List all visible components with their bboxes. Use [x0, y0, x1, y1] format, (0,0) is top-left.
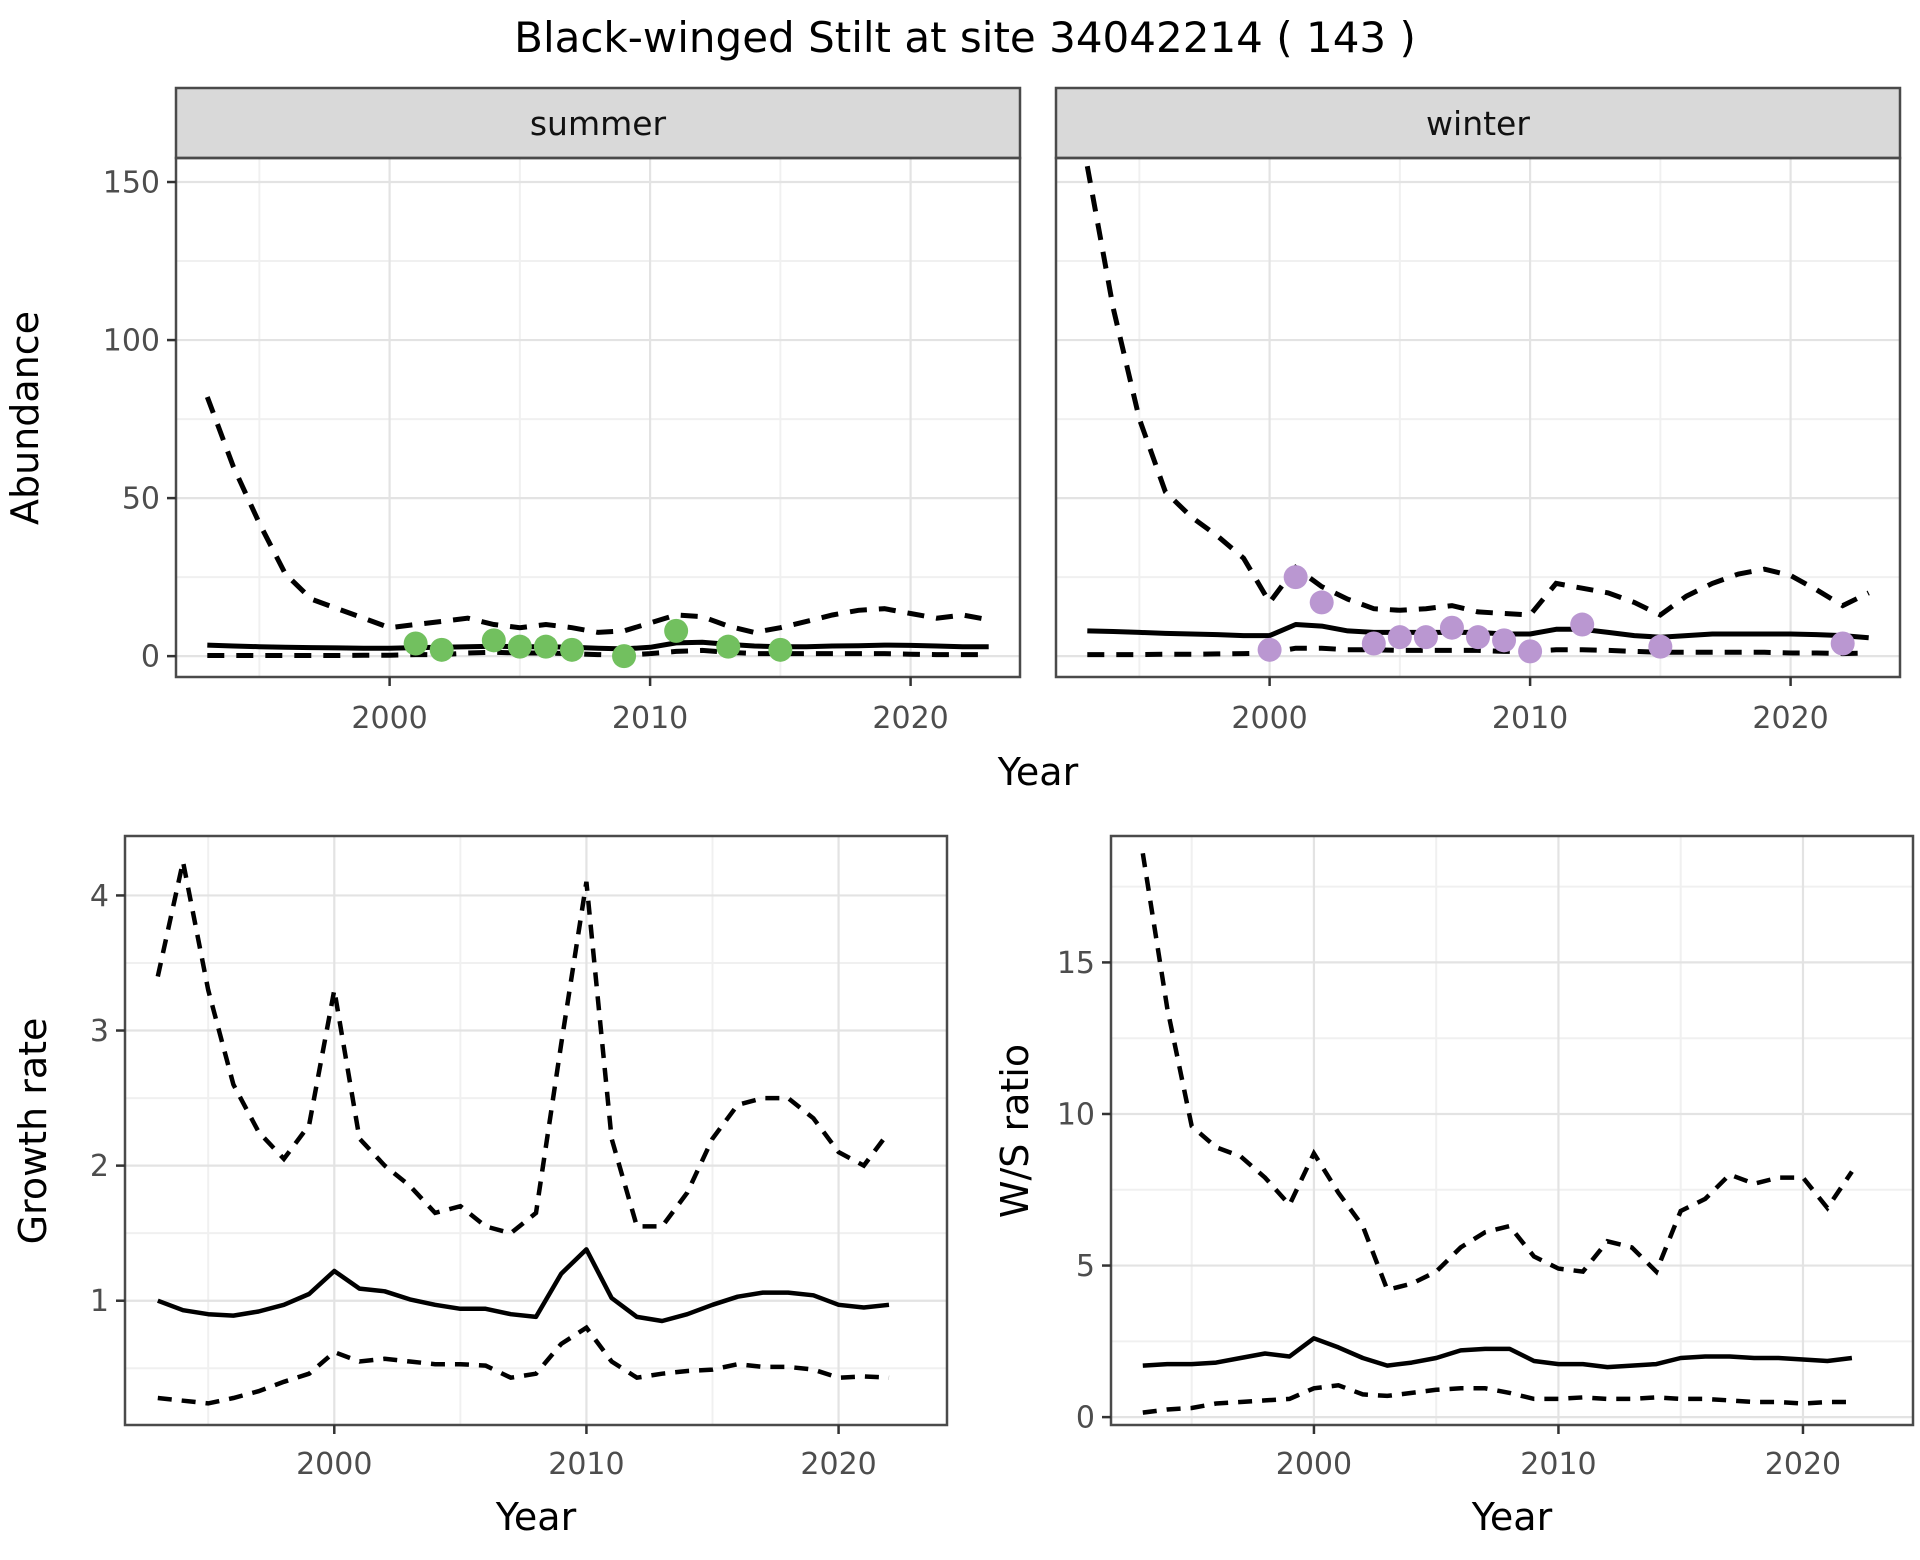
data-point-summer	[768, 637, 793, 662]
upper-ci-line	[1084, 165, 1870, 618]
panel-abundance-winter: 2000 2010 2020	[1054, 86, 1902, 736]
data-point-summer	[664, 618, 689, 643]
data-point-summer	[429, 637, 454, 662]
y-axis-title-ws-ratio: W/S ratio	[993, 1044, 1037, 1218]
data-point-summer	[716, 634, 741, 659]
data-point-winter	[1361, 631, 1386, 656]
x-tick-label: 2000	[296, 1447, 372, 1482]
data-point-winter	[1439, 615, 1464, 640]
data-point-summer	[403, 631, 428, 656]
points-summer	[403, 618, 793, 669]
data-point-summer	[533, 634, 558, 659]
x-tick-label: 2010	[1492, 701, 1568, 736]
data-point-winter	[1570, 612, 1595, 637]
median-line	[157, 1247, 890, 1324]
x-tick-label: 2000	[1231, 701, 1307, 736]
data-point-winter	[1413, 625, 1438, 650]
lower-ci-line	[1142, 1382, 1852, 1415]
y-tick-label: 0	[1076, 1401, 1095, 1436]
y-tick-label: 3	[90, 1014, 109, 1049]
x-tick-label: 2010	[612, 701, 688, 736]
data-point-winter	[1309, 590, 1334, 615]
data-point-winter	[1283, 565, 1308, 590]
panel-ws_ratio: 2000 2010 2020 0 5 10 15	[1057, 834, 1915, 1482]
y-tick-label: 50	[122, 482, 160, 517]
y-tick-label: 10	[1057, 1097, 1095, 1132]
x-axis-title-year-growth: Year	[495, 1495, 577, 1539]
y-axis-title-abundance: Abundance	[3, 311, 47, 525]
facet-strip-label-summer: summer	[530, 104, 667, 143]
x-tick-label: 2010	[1520, 1447, 1596, 1482]
y-tick-label: 100	[103, 324, 160, 359]
x-axis-title-year-ws: Year	[1471, 1495, 1553, 1539]
data-point-winter	[1466, 625, 1490, 650]
y-tick-label: 0	[141, 640, 160, 675]
data-point-summer	[507, 634, 532, 659]
upper-ci-line	[1140, 852, 1854, 1293]
y-tick-label: 5	[1076, 1249, 1095, 1284]
upper-ci-line	[204, 396, 990, 635]
lower-ci-line	[207, 647, 989, 658]
panel-background	[1111, 836, 1913, 1425]
y-tick-label: 2	[90, 1149, 109, 1184]
page-title: Black-winged Stilt at site 34042214 ( 14…	[514, 13, 1416, 62]
panel-border	[1109, 834, 1915, 1427]
panel-border	[123, 834, 949, 1427]
median-line	[1142, 1336, 1853, 1370]
x-axis-title-year-top: Year	[997, 750, 1079, 794]
panel-background	[1056, 158, 1900, 677]
data-point-summer	[559, 637, 584, 662]
y-tick-label: 1	[90, 1284, 109, 1319]
facet-strip-label-winter: winter	[1426, 104, 1530, 143]
points-winter	[1257, 565, 1855, 664]
x-tick-label: 2020	[872, 701, 948, 736]
upper-ci-line	[155, 861, 891, 1236]
panel-abundance-summer: 2000 2010 2020 0 50 100 150	[103, 86, 1022, 736]
median-line	[207, 639, 989, 652]
panel-background	[176, 158, 1020, 677]
x-tick-label: 2020	[1765, 1447, 1841, 1482]
panel-border	[1054, 156, 1902, 679]
panel-background	[125, 836, 947, 1425]
x-tick-label: 2010	[548, 1447, 624, 1482]
series-group	[155, 861, 891, 1406]
data-point-winter	[1830, 631, 1855, 656]
data-point-winter	[1648, 634, 1673, 659]
facet-strip	[174, 86, 1022, 160]
facet-strip	[1054, 86, 1902, 160]
x-tick-label: 2020	[1752, 701, 1828, 736]
data-point-winter	[1518, 639, 1543, 664]
x-tick-label: 2000	[351, 701, 427, 736]
data-point-winter	[1387, 625, 1412, 650]
y-axis-title-growth-rate: Growth rate	[11, 1018, 55, 1245]
y-tick-label: 15	[1057, 946, 1095, 981]
lower-ci-line	[1087, 645, 1869, 658]
series-group	[1140, 852, 1854, 1415]
data-point-summer	[481, 628, 506, 653]
lower-ci-line	[157, 1324, 890, 1406]
x-tick-label: 2000	[1276, 1447, 1352, 1482]
data-point-summer	[612, 644, 637, 669]
panel-border	[174, 156, 1022, 679]
data-point-winter	[1492, 628, 1517, 653]
data-point-winter	[1257, 637, 1282, 662]
x-tick-label: 2020	[800, 1447, 876, 1482]
series-group	[204, 396, 990, 658]
y-tick-label: 4	[90, 879, 109, 914]
panel-growth_rate: 2000 2010 2020 1 2 3 4	[90, 834, 949, 1482]
y-tick-label: 150	[103, 166, 160, 201]
